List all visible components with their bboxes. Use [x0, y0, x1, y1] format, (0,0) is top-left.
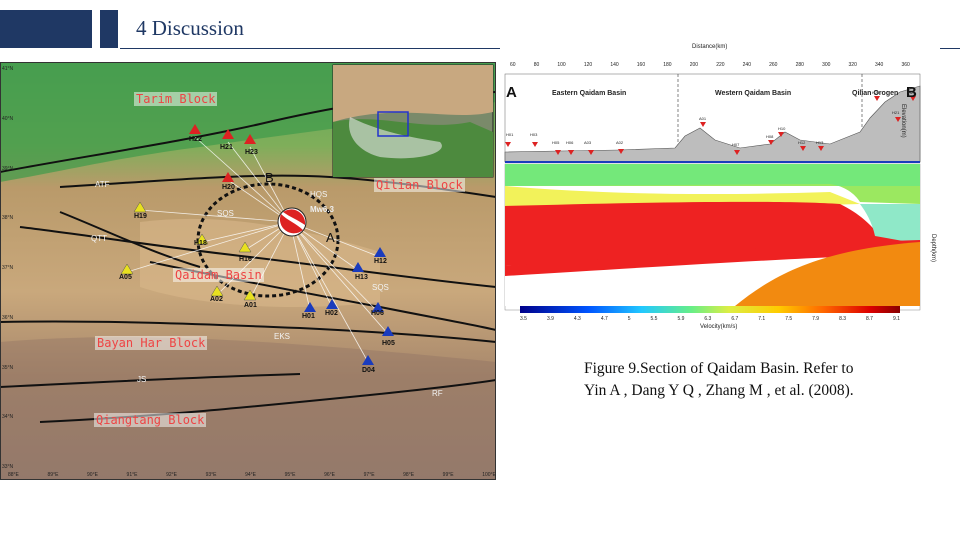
event-label: Mw6.3 [310, 205, 335, 214]
station-label: H23 [245, 149, 258, 156]
station-label: H12 [374, 258, 387, 265]
region-eastern-qaidam: Eastern Qaidam Basin [552, 90, 627, 97]
fault-label: ATF [95, 180, 110, 189]
fault-label: QTT [91, 234, 107, 243]
station-label: H05 [382, 340, 395, 347]
station-label: H19 [134, 213, 147, 220]
section-station-label: H01 [506, 132, 514, 137]
fault-label: SQS [217, 209, 234, 218]
profile-point-a: A [326, 230, 335, 245]
map-canvas [0, 62, 496, 480]
right-axis-label: Elevation(m) [900, 104, 906, 138]
section-station-label: H08 [766, 134, 774, 139]
station-label: A05 [119, 274, 132, 281]
fault-label: HQS [310, 190, 328, 199]
station-label: H01 [302, 313, 315, 320]
section-station-label: H13 [816, 140, 824, 145]
header-accent-bar [100, 10, 118, 48]
fault-label: SQS [372, 283, 389, 292]
section-station-label: H06 [566, 140, 574, 145]
section-station-label: H10 [778, 126, 786, 131]
section-station-label: H03 [530, 132, 538, 137]
section-station-label: H12 [798, 140, 806, 145]
station-label: H20 [222, 184, 235, 191]
station-label: H21 [220, 144, 233, 151]
profile-point-b: B [265, 170, 274, 185]
section-station-label: H05 [552, 140, 560, 145]
section-station-label: H21 [892, 110, 900, 115]
label-qiangtang-block: Qiangtang Block [94, 413, 207, 427]
section-station-label: A02 [616, 140, 624, 145]
section-station-label: H07 [732, 142, 740, 147]
section-station-label: A01 [699, 116, 707, 121]
longitude-ticks: 88°E 89°E 90°E 91°E 92°E 93°E 94°E 95°E 96°E 9… [8, 472, 496, 478]
fault-label: EKS [274, 332, 291, 341]
section-station-label: H20 [872, 90, 880, 95]
station-label: D04 [362, 367, 375, 374]
caption-line-1: Figure 9.Section of Qaidam Basin. Refer … [584, 360, 854, 377]
section-label-a: A [506, 84, 517, 101]
label-qilian-block: Qilian Block [374, 178, 465, 192]
figure-caption: Figure 9.Section of Qaidam Basin. Refer … [584, 358, 944, 402]
section-station-label: H22 [908, 90, 916, 95]
station-label: H18 [194, 240, 207, 247]
caption-line-2: Yin A , Dang Y Q , Zhang M , et al. (200… [584, 382, 854, 399]
section-station-label: A03 [584, 140, 592, 145]
station-label: A01 [244, 302, 257, 309]
station-label: H13 [355, 274, 368, 281]
fault-label: RF [432, 389, 443, 398]
velocity-scale-ticks: 3.5 3.9 4.3 4.7 5 5.5 5.9 6.3 6.7 7.1 7.5 7.9 8.… [520, 316, 900, 322]
tectonic-map: Tarim Block Qilian Block Qaidam Basin Ba… [0, 62, 496, 480]
label-tarim-block: Tarim Block [134, 92, 218, 106]
depth-axis-label: Depth(km) [930, 234, 936, 263]
section-label-b: B [906, 84, 917, 101]
slide-title: 4 Discussion [136, 16, 244, 40]
region-western-qaidam: Western Qaidam Basin [715, 90, 792, 97]
top-axis-label: Distance(km) [692, 44, 728, 50]
label-bayan-har-block: Bayan Har Block [95, 336, 208, 350]
velocity-section: A B Eastern Qaidam Basin Western Qaidam … [500, 44, 940, 334]
header-block [0, 10, 92, 48]
label-qaidam-basin: Qaidam Basin [173, 268, 264, 282]
station-label: H22 [189, 136, 202, 143]
beachball-icon [277, 207, 307, 237]
section-canvas [500, 44, 940, 334]
velocity-scale-label: Velocity(km/s) [700, 324, 738, 330]
latitude-ticks: 41°N 40°N 39°N 38°N 37°N 36°N 35°N 34°N 33°N [2, 66, 14, 470]
station-label: A02 [210, 296, 223, 303]
station-label: H16 [239, 256, 252, 263]
fault-label: JS [137, 375, 147, 384]
station-label: H02 [325, 310, 338, 317]
distance-ticks: 60 80 100 120 140 160 180 200 220 240 260 280 30… [510, 62, 910, 68]
station-label: H06 [371, 310, 384, 317]
region-qilian-orogen: Qilian Orogen [852, 90, 899, 97]
